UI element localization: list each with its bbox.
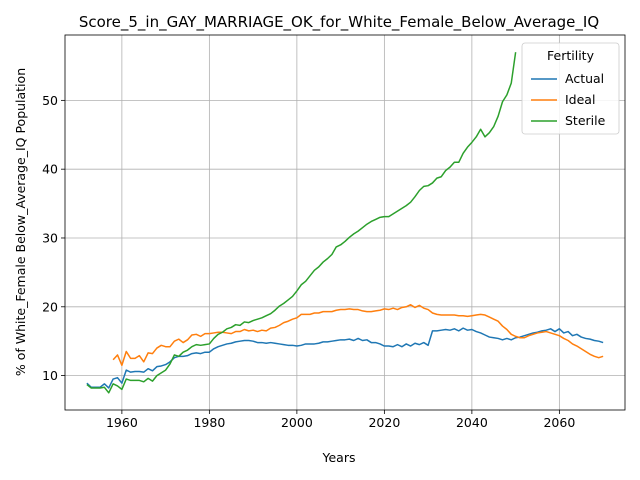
y-tick-label: 20 bbox=[42, 299, 58, 314]
legend-label-sterile: Sterile bbox=[565, 113, 606, 128]
y-axis-label: % of White_Female Below_Average_IQ Popul… bbox=[13, 68, 28, 376]
series-line-ideal bbox=[112, 303, 604, 367]
legend-label-ideal: Ideal bbox=[565, 92, 595, 107]
x-axis-label: Years bbox=[322, 450, 356, 465]
y-axis: 10 20 30 40 50 bbox=[42, 93, 65, 383]
y-tick-label: 10 bbox=[42, 368, 58, 383]
y-tick-label: 50 bbox=[42, 93, 58, 108]
x-tick-label: 2060 bbox=[543, 415, 575, 430]
x-tick-label: 2040 bbox=[456, 415, 488, 430]
series-layer bbox=[86, 52, 604, 394]
x-tick-label: 2020 bbox=[368, 415, 400, 430]
legend-label-actual: Actual bbox=[565, 71, 604, 86]
chart-title: Score_5_in_GAY_MARRIAGE_OK_for_White_Fem… bbox=[79, 13, 599, 32]
x-tick-label: 2000 bbox=[281, 415, 313, 430]
y-tick-label: 30 bbox=[42, 230, 58, 245]
x-tick-label: 1960 bbox=[106, 415, 138, 430]
legend: Fertility Actual Ideal Sterile bbox=[521, 42, 620, 135]
plot-frame bbox=[64, 34, 626, 411]
y-tick-label: 40 bbox=[42, 162, 58, 177]
legend-box bbox=[521, 42, 620, 135]
x-tick-label: 1980 bbox=[193, 415, 225, 430]
legend-title: Fertility bbox=[547, 48, 595, 63]
x-axis: 1960 1980 2000 2020 2040 2060 bbox=[106, 410, 575, 430]
series-line-sterile bbox=[86, 52, 517, 394]
